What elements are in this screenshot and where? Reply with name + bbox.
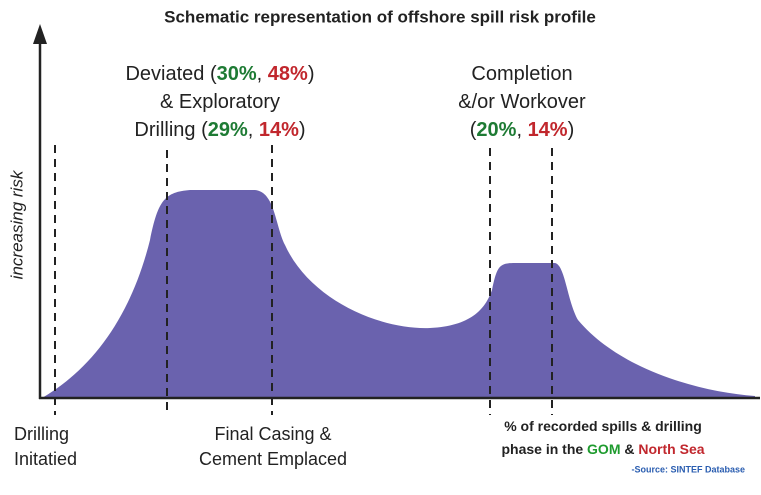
title: Schematic representation of offshore spi… — [164, 7, 596, 26]
text-part: Final Casing & — [214, 424, 331, 444]
text-part: Deviated ( — [125, 63, 216, 85]
marker-label: Drilling — [14, 424, 69, 444]
text-part: &/or Workover — [458, 91, 586, 113]
phase-label: & Exploratory — [160, 91, 280, 113]
text-part: GOM — [587, 441, 620, 457]
text-part: ) — [299, 119, 306, 141]
marker-label: Cement Emplaced — [199, 449, 347, 469]
text-part: 48% — [268, 63, 308, 85]
text-part: 29% — [208, 119, 248, 141]
phase-label: (20%, 14%) — [470, 119, 575, 141]
text-part: % of recorded spills & drilling — [504, 418, 702, 434]
source: -Source: SINTEF Database — [631, 464, 745, 474]
y-axis-arrow — [33, 24, 47, 44]
phase-label: &/or Workover — [458, 91, 586, 113]
text-part: ) — [568, 119, 575, 141]
text-part: Initatied — [14, 449, 77, 469]
text-part: 14% — [528, 119, 568, 141]
y-axis-label: increasing risk — [7, 169, 26, 279]
text-part: , — [257, 63, 268, 85]
text-part: North Sea — [638, 441, 704, 457]
text-part: ( — [470, 119, 477, 141]
phase-label: Completion — [471, 63, 572, 85]
text-part: Drilling ( — [134, 119, 208, 141]
footnote: phase in the GOM & North Sea — [501, 441, 704, 457]
text-part: , — [516, 119, 527, 141]
phase-label: Drilling (29%, 14%) — [134, 119, 305, 141]
text-part: phase in the — [501, 441, 587, 457]
text-part: 30% — [217, 63, 257, 85]
text-part: , — [248, 119, 259, 141]
text-part: Drilling — [14, 424, 69, 444]
text-part: & — [621, 441, 639, 457]
text-part: Cement Emplaced — [199, 449, 347, 469]
text-part: ) — [308, 63, 315, 85]
phase-label: Deviated (30%, 48%) — [125, 63, 314, 85]
text-part: 14% — [259, 119, 299, 141]
marker-label: Initatied — [14, 449, 77, 469]
marker-label: Final Casing & — [214, 424, 331, 444]
text-part: & Exploratory — [160, 91, 280, 113]
risk-profile — [42, 190, 755, 398]
text-part: 20% — [476, 119, 516, 141]
footnote: % of recorded spills & drilling — [504, 418, 702, 434]
text-part: Completion — [471, 63, 572, 85]
